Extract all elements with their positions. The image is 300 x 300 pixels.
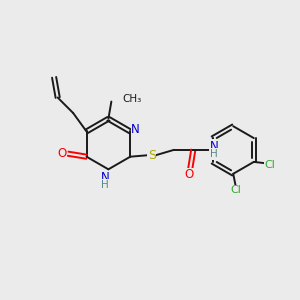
Text: N: N (100, 171, 109, 184)
Text: N: N (131, 122, 140, 136)
Text: Cl: Cl (265, 160, 276, 170)
Text: O: O (58, 147, 67, 160)
Text: S: S (148, 149, 156, 162)
Text: H: H (101, 180, 109, 190)
Text: Cl: Cl (230, 185, 241, 195)
Text: N: N (210, 140, 218, 153)
Text: CH₃: CH₃ (123, 94, 142, 103)
Text: H: H (210, 149, 218, 159)
Text: O: O (184, 168, 194, 181)
